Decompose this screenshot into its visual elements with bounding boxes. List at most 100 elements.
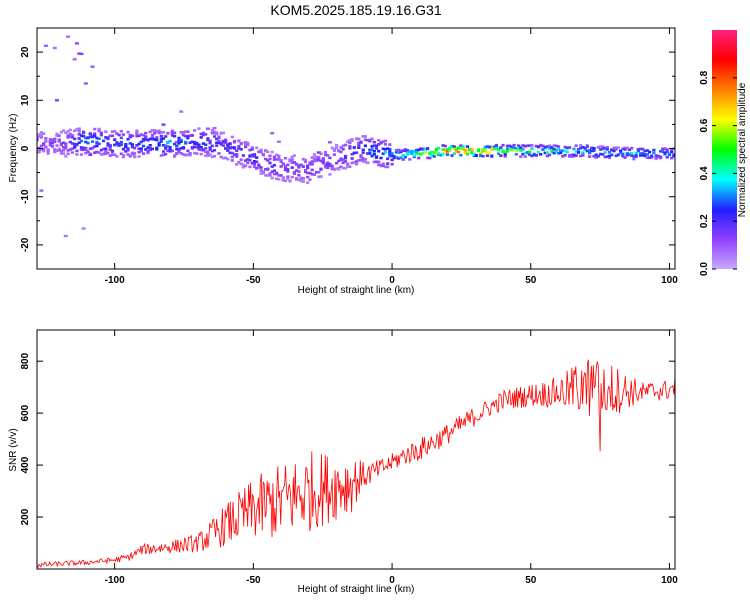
- spectrogram-cell: [363, 160, 367, 164]
- spectrogram-cell: [139, 133, 143, 136]
- spectrogram-cell: [197, 127, 201, 130]
- spectrogram-cell: [84, 148, 88, 152]
- spectrogram-cell: [576, 148, 581, 151]
- spectrogram-cell: [168, 146, 172, 149]
- spectrogram-cell: [623, 148, 627, 151]
- spectrogram-cell: [330, 167, 334, 171]
- spectrogram-cell: [286, 175, 290, 178]
- spectrogram-cell: [159, 140, 163, 143]
- spectrogram-cell: [454, 149, 458, 153]
- spectrogram-cell: [141, 137, 146, 141]
- spectrogram-cell: [621, 152, 625, 156]
- spectrogram-cell: [627, 153, 632, 156]
- spectrogram-cell: [201, 148, 205, 151]
- spectrogram-cell: [421, 147, 425, 151]
- spectrogram-cell: [48, 138, 52, 141]
- spectrogram-cell: [292, 154, 296, 157]
- spectrogram-cell: [583, 146, 587, 150]
- spectrogram-cell: [59, 152, 63, 155]
- x-tick-label: -100: [105, 575, 125, 586]
- spectrogram-cell: [153, 130, 157, 133]
- spectrogram-cell: [144, 131, 148, 135]
- spectrogram-cell: [215, 137, 219, 141]
- spectrogram-cell: [64, 146, 68, 150]
- spectrogram-cell: [397, 148, 401, 152]
- spectrogram-cell: [150, 129, 154, 132]
- spectrogram-cell: [326, 164, 330, 167]
- spectrogram-cell: [383, 165, 387, 169]
- spectrogram-cell: [77, 137, 81, 140]
- spectrogram-cell: [155, 148, 159, 151]
- spectrogram-cell: [634, 153, 638, 157]
- spectrogram-cell: [388, 150, 392, 153]
- spectrogram-cell: [221, 156, 225, 160]
- spectrogram-xlabel: Height of straight line (km): [298, 285, 415, 296]
- spectrogram-cell: [286, 167, 290, 171]
- spectrogram-cell: [264, 174, 268, 177]
- spectrogram-cell: [50, 141, 55, 145]
- spectrogram-cell: [359, 140, 363, 144]
- spectrogram-cell: [392, 156, 396, 160]
- spectrogram-cell: [497, 152, 501, 155]
- spectrogram-cell: [530, 144, 534, 147]
- spectrogram-cell: [68, 140, 72, 144]
- spectrogram-cell: [308, 161, 312, 164]
- colorbar-tick-label: 0.4: [699, 166, 710, 180]
- spectrogram-cell: [619, 149, 623, 153]
- spectrogram-cell: [173, 154, 177, 157]
- spectrogram-cell: [62, 145, 66, 149]
- spectrogram-cell: [445, 153, 450, 156]
- spectrogram-cell: [175, 152, 179, 155]
- spectrogram-cell: [42, 147, 46, 151]
- spectrogram-cell: [361, 159, 365, 163]
- spectrogram-cell: [146, 146, 150, 149]
- spectrogram-cell: [108, 154, 112, 157]
- spectrogram-cell: [399, 156, 403, 159]
- spectrogram-cell: [157, 131, 161, 135]
- spectrogram-cell: [255, 167, 259, 170]
- spectrogram-cell: [121, 155, 126, 159]
- spectrogram-cell: [108, 134, 112, 138]
- spectrogram-cell: [286, 163, 290, 167]
- spectrogram-cell: [463, 148, 467, 152]
- spectrogram-cell: [292, 161, 296, 164]
- spectrogram-cell: [459, 144, 463, 147]
- spectrogram-cell: [348, 139, 352, 142]
- spectrogram-cell: [281, 162, 285, 166]
- spectrogram-cell: [79, 146, 83, 149]
- spectrogram-cell: [634, 155, 638, 158]
- spectrogram-cell: [339, 165, 343, 169]
- spectrogram-cell: [328, 156, 332, 160]
- spectrogram-cell: [259, 169, 263, 172]
- spectrogram-cell: [659, 156, 663, 160]
- spectrogram-cell: [361, 157, 365, 160]
- spectrogram-cell: [612, 146, 616, 150]
- spectrogram-cell: [434, 148, 438, 152]
- spectrogram-cell: [224, 138, 228, 142]
- spectrogram-cell: [268, 161, 272, 165]
- spectrogram-cell: [204, 147, 208, 150]
- spectrogram-cell: [539, 144, 543, 147]
- spectrogram-cell: [42, 149, 46, 153]
- spectrogram-cell: [68, 148, 72, 151]
- spectrogram-cell: [124, 145, 128, 148]
- spectrogram-cell: [93, 151, 97, 154]
- spectrogram-cell: [175, 144, 179, 148]
- spectrogram-cell: [230, 146, 234, 149]
- spectrogram-cell: [363, 135, 367, 138]
- spectrogram-cell: [275, 171, 279, 175]
- spectrogram-cell: [179, 146, 183, 150]
- y-tick-label: 800: [20, 352, 31, 369]
- spectrogram-cell: [625, 153, 629, 157]
- spectrogram-cell: [319, 152, 323, 156]
- colorbar-tick-label: 0.2: [699, 214, 710, 228]
- spectrogram-cell: [594, 155, 598, 159]
- spectrogram-cell: [181, 146, 186, 149]
- spectrogram-cell: [110, 130, 115, 133]
- spectrogram-cell: [390, 152, 394, 155]
- spectrogram-cell: [133, 152, 137, 155]
- spectrogram-cell: [483, 150, 487, 153]
- spectrogram-cell: [297, 170, 301, 173]
- spectrogram-cell: [563, 149, 567, 153]
- spectrogram-cell: [281, 179, 285, 182]
